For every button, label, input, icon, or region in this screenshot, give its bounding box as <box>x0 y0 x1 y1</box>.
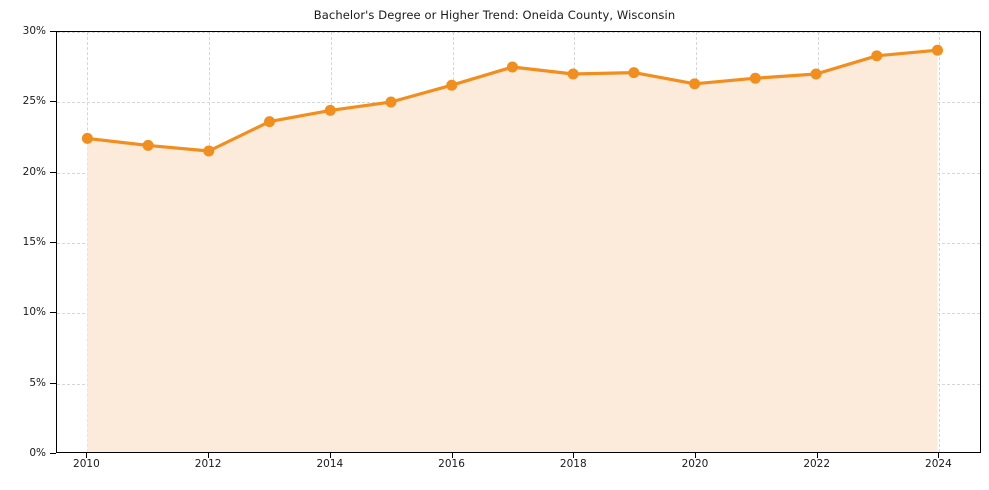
data-point-markers <box>81 44 943 157</box>
data-point-2021 <box>749 72 761 84</box>
y-tick-label-20%: 20% <box>22 165 46 178</box>
data-point-2020 <box>689 78 701 90</box>
data-point-2018 <box>567 68 579 80</box>
y-tick-label-10%: 10% <box>22 306 46 319</box>
plot-area <box>56 31 981 453</box>
area-fill <box>87 50 938 452</box>
x-tick-label-2024: 2024 <box>925 458 952 470</box>
y-tick-label-25%: 25% <box>22 95 46 108</box>
x-tick-mark-2012 <box>208 453 210 458</box>
data-point-2013 <box>264 116 276 128</box>
data-point-2024 <box>932 44 943 56</box>
x-tick-label-2022: 2022 <box>803 458 831 470</box>
data-point-2016 <box>446 79 458 91</box>
x-tick-label-2012: 2012 <box>194 458 222 470</box>
data-point-2017 <box>506 61 518 73</box>
series-svg <box>81 44 943 452</box>
data-point-2015 <box>385 96 397 108</box>
x-tick-mark-2024 <box>938 453 940 458</box>
x-tick-label-2010: 2010 <box>73 458 100 470</box>
x-tick-mark-2020 <box>694 453 696 458</box>
y-tick-label-0%: 0% <box>29 447 46 459</box>
gridline-x-2024 <box>939 32 941 452</box>
x-tick-mark-2022 <box>816 453 818 458</box>
x-tick-label-2016: 2016 <box>438 458 465 470</box>
x-tick-label-2014: 2014 <box>316 458 344 470</box>
data-point-2019 <box>628 67 640 79</box>
chart-title: Bachelor's Degree or Higher Trend: Oneid… <box>313 8 676 22</box>
y-tick-label-30%: 30% <box>22 25 46 37</box>
y-tick-label-5%: 5% <box>29 376 46 389</box>
x-tick-mark-2016 <box>451 453 453 458</box>
data-point-2012 <box>203 145 215 157</box>
data-point-2014 <box>324 104 336 116</box>
x-tick-mark-2010 <box>86 453 88 458</box>
data-point-2011 <box>142 139 154 151</box>
y-tick-mark-0% <box>50 453 56 454</box>
gridline-y-30% <box>57 32 980 33</box>
x-tick-label-2018: 2018 <box>559 458 587 470</box>
data-point-2010 <box>81 132 93 144</box>
x-tick-mark-2018 <box>573 453 575 458</box>
x-tick-mark-2014 <box>329 453 331 458</box>
data-point-2023 <box>871 50 883 62</box>
x-tick-label-2020: 2020 <box>681 458 709 470</box>
data-point-2022 <box>810 68 822 80</box>
y-tick-label-15%: 15% <box>22 236 46 248</box>
